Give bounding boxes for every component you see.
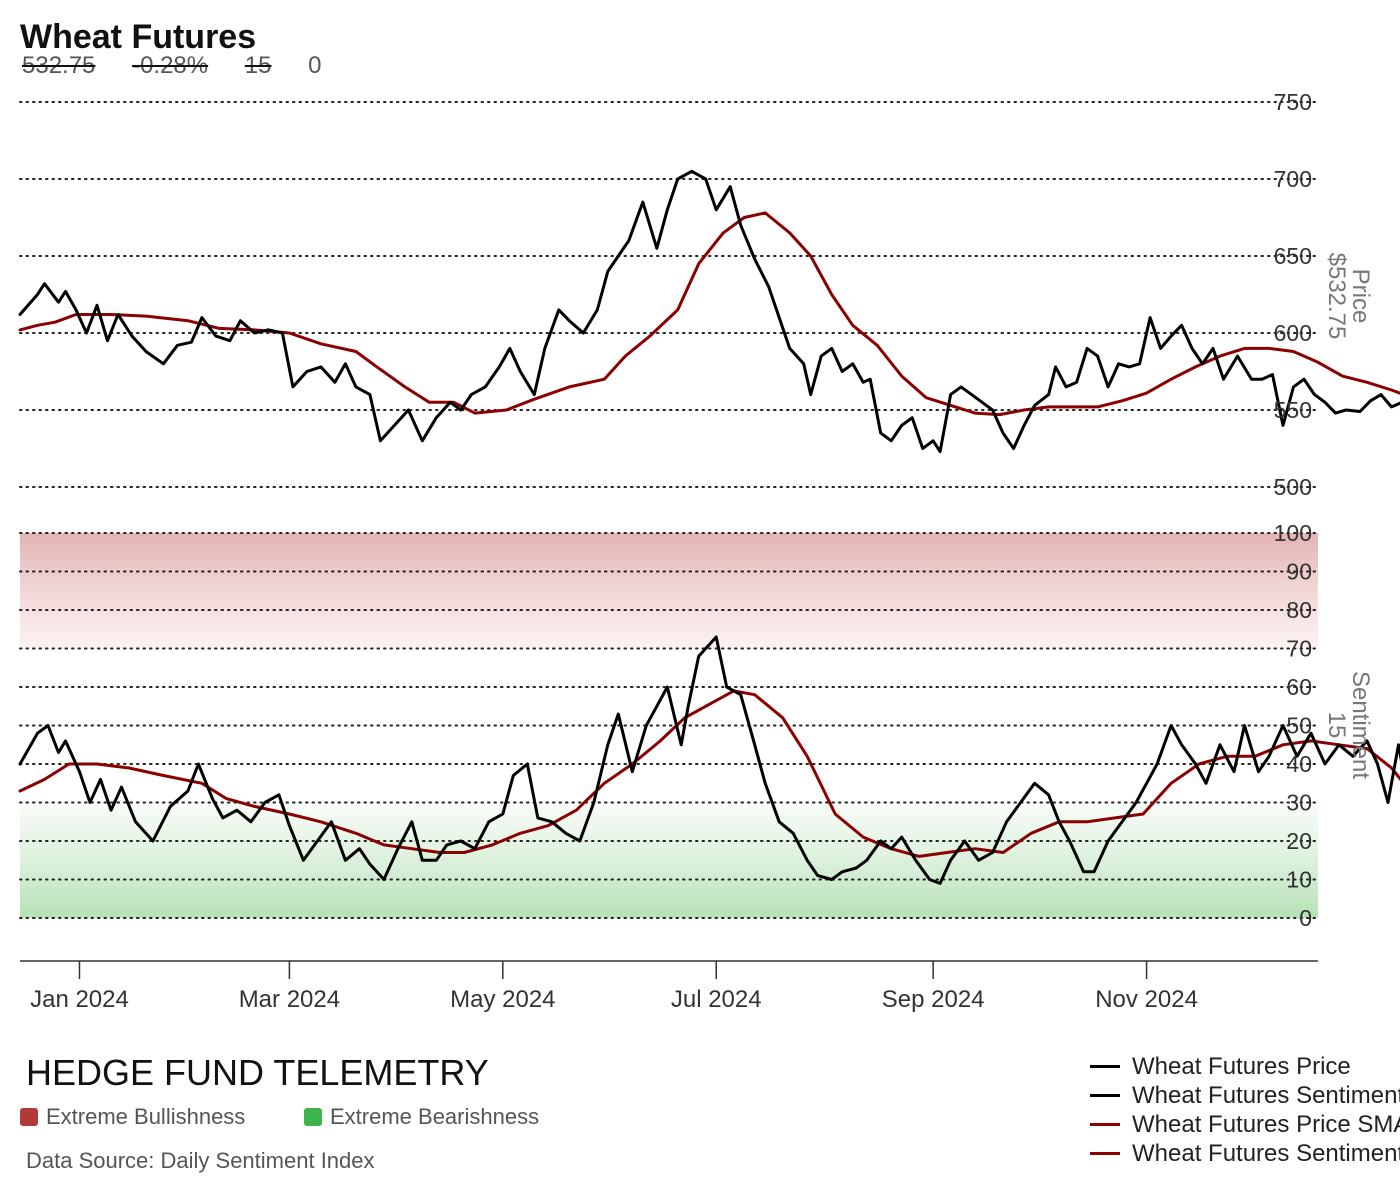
legend-label: Wheat Futures Sentiment <box>1132 1081 1400 1109</box>
sentiment-axis-value: 15 <box>1323 712 1350 739</box>
legend-line <box>1090 1065 1120 1068</box>
sentiment-tick-label: 10 <box>1286 867 1312 893</box>
sentiment-tick-label: 70 <box>1286 636 1312 662</box>
bear-swatch <box>304 1108 322 1126</box>
chart: 500 550 600 650 700 750 0 10 20 30 40 50 60 70 80 90 100… <box>18 89 1400 1013</box>
sentiment-axis-label: Sentiment <box>1347 671 1374 779</box>
sentiment-tick-label: 60 <box>1286 674 1312 700</box>
sentiment-tick-label: 80 <box>1286 597 1312 623</box>
sentiment-tick-label: 50 <box>1286 713 1312 739</box>
legend-item-sentiment-sma[interactable]: Wheat Futures Sentiment SMA <box>1090 1139 1400 1168</box>
chart-title: Wheat Futures <box>20 18 257 56</box>
price-tick-label: 500 <box>1274 474 1312 500</box>
legend-item-sentiment[interactable]: Wheat Futures Sentiment <box>1090 1081 1400 1110</box>
price-axis-title: Price$532.75 <box>1323 253 1374 340</box>
x-tick-label: Nov 2024 <box>1095 986 1198 1013</box>
legend-label: Wheat Futures Sentiment SMA <box>1132 1139 1400 1167</box>
data-source: Data Source: Daily Sentiment Index <box>26 1148 375 1173</box>
stat-price: 532.75 <box>22 52 96 79</box>
price-tick-label: 550 <box>1274 397 1312 423</box>
stat-change: -0.28% <box>132 52 209 79</box>
header-stats: 532.75 -0.28% 15 0 <box>22 52 352 80</box>
x-tick-label: Jul 2024 <box>671 986 762 1013</box>
price-axis-label: Price <box>1347 269 1374 324</box>
price-tick-label: 600 <box>1274 320 1312 346</box>
bull-key-label: Extreme Bullishness <box>46 1104 246 1129</box>
x-tick-label: Mar 2024 <box>239 986 340 1013</box>
price-tick-label: 750 <box>1274 89 1312 115</box>
legend-item-price-sma[interactable]: Wheat Futures Price SMA <box>1090 1110 1400 1139</box>
legend-label: Wheat Futures Price <box>1132 1052 1351 1080</box>
price-tick-label: 650 <box>1274 243 1312 269</box>
legend-label: Wheat Futures Price SMA <box>1132 1110 1400 1138</box>
sentiment-tick-label: 40 <box>1286 751 1312 777</box>
sentiment-tick-label: 0 <box>1299 905 1312 931</box>
legend: Wheat Futures Price Wheat Futures Sentim… <box>1090 1052 1400 1168</box>
bear-key-label: Extreme Bearishness <box>330 1104 540 1129</box>
price-tick-label: 700 <box>1274 166 1312 192</box>
stat-sentiment: 15 <box>244 52 272 79</box>
sentiment-tick-label: 90 <box>1286 559 1312 585</box>
bull-swatch <box>20 1108 38 1126</box>
price-sma-line <box>18 211 1400 417</box>
price-axis-value: $532.75 <box>1323 253 1350 340</box>
x-tick-label: May 2024 <box>450 986 555 1013</box>
bear-band <box>20 802 1318 918</box>
bull-band <box>20 533 1318 649</box>
bear-key: Extreme Bearishness <box>304 1104 539 1130</box>
legend-line <box>1090 1094 1120 1097</box>
x-tick-label: Jan 2024 <box>30 986 129 1013</box>
price-line <box>18 169 1400 454</box>
sentiment-tick-label: 20 <box>1286 828 1312 854</box>
x-tick-label: Sep 2024 <box>882 986 985 1013</box>
sentiment-tick-label: 100 <box>1274 520 1312 546</box>
brand-name: HEDGE FUND TELEMETRY <box>26 1052 489 1093</box>
legend-line <box>1090 1123 1120 1126</box>
legend-item-price[interactable]: Wheat Futures Price <box>1090 1052 1400 1081</box>
stat-other: 0 <box>308 52 322 79</box>
legend-line <box>1090 1152 1120 1155</box>
bull-key: Extreme Bullishness <box>20 1104 245 1130</box>
sentiment-tick-label: 30 <box>1286 790 1312 816</box>
sentiment-line <box>18 635 1400 885</box>
